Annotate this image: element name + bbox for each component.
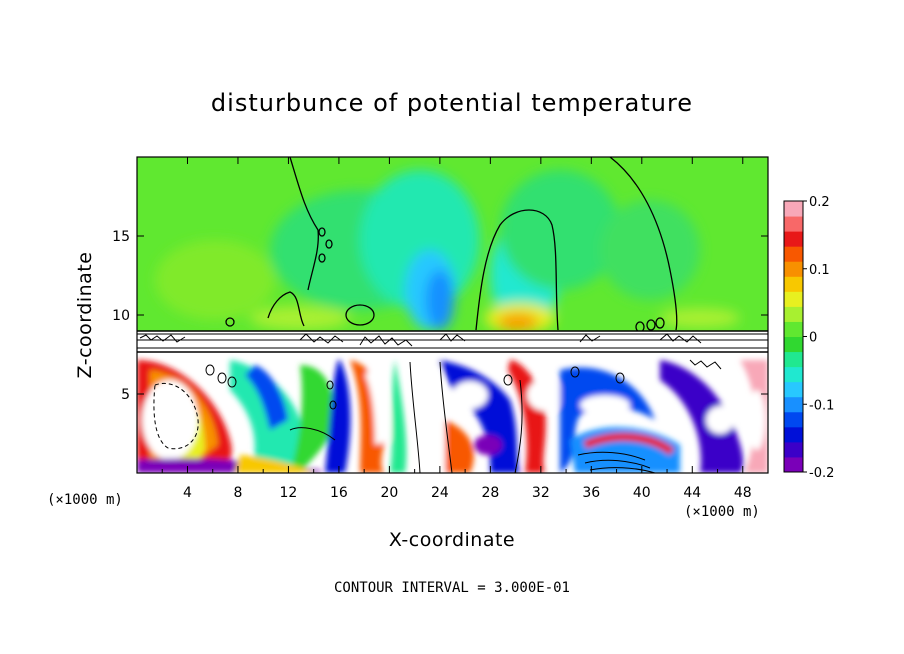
y-axis-label: Z-coordinate: [74, 252, 96, 379]
x-tick-label: 20: [380, 485, 398, 501]
colorbar-swatch: [784, 291, 803, 307]
colorbar-tick-label: 0: [809, 331, 817, 346]
colorbar-swatch: [784, 396, 803, 413]
colorbar-swatch: [784, 381, 803, 398]
colorbar-swatch: [784, 441, 803, 458]
colorbar-tick-label: -0.2: [809, 466, 834, 481]
y-tick-label: 10: [112, 308, 130, 324]
colorbar-swatch: [784, 321, 803, 337]
colorbar-swatch: [784, 411, 803, 428]
upper-contours: [225, 157, 678, 333]
x-tick-label: 8: [233, 485, 242, 501]
chart-title: disturbunce of potential temperature: [211, 89, 693, 117]
colorbar-ticks: 0.2 0.1 0 -0.1 -0.2: [803, 195, 834, 481]
lower-layer-texture: [137, 360, 768, 473]
colorbar-swatch: [784, 216, 803, 232]
y-axis: 5 10 15: [112, 229, 768, 403]
colorbar-tick-label: 0.1: [809, 263, 830, 278]
x-tick-label: 48: [734, 485, 752, 501]
colorbar-swatch: [784, 261, 803, 277]
x-axis-unit-right: (×1000 m): [684, 504, 760, 520]
colorbar-swatch: [784, 246, 803, 262]
y-tick-label: 15: [112, 229, 130, 245]
x-axis-label: X-coordinate: [389, 529, 515, 551]
colorbar-swatch: [784, 456, 803, 473]
x-axis: 4 8 12 16 20 24 28 32 36 40 44 48: [161, 157, 752, 501]
colorbar-swatch: [784, 276, 803, 292]
x-axis-unit-left: (×1000 m): [47, 492, 123, 508]
y-tick-label: 5: [121, 387, 130, 403]
x-tick-label: 24: [431, 485, 449, 501]
plot-area: [137, 157, 768, 473]
colorbar-swatch: [784, 231, 803, 247]
x-tick-label: 40: [633, 485, 651, 501]
lower-contours: [153, 359, 722, 473]
colorbar-swatch: [784, 351, 803, 368]
colorbar: [784, 201, 803, 473]
x-tick-label: 12: [280, 485, 298, 501]
colorbar-tick-label: -0.1: [809, 398, 834, 413]
colorbar-swatch: [784, 366, 803, 383]
colorbar-swatch: [784, 336, 803, 353]
x-tick-label: 28: [481, 485, 499, 501]
x-tick-label: 32: [532, 485, 550, 501]
contour-interval-note: CONTOUR INTERVAL = 3.000E-01: [334, 580, 570, 596]
colorbar-swatch: [784, 201, 803, 217]
tropopause-contours: [137, 330, 768, 353]
x-tick-label: 36: [582, 485, 600, 501]
x-tick-label: 44: [683, 485, 701, 501]
x-tick-label: 16: [330, 485, 348, 501]
colorbar-tick-label: 0.2: [809, 195, 830, 210]
x-tick-label: 4: [183, 485, 192, 501]
upper-layer-texture: [155, 170, 740, 333]
colorbar-swatch: [784, 426, 803, 443]
colorbar-swatch: [784, 306, 803, 322]
